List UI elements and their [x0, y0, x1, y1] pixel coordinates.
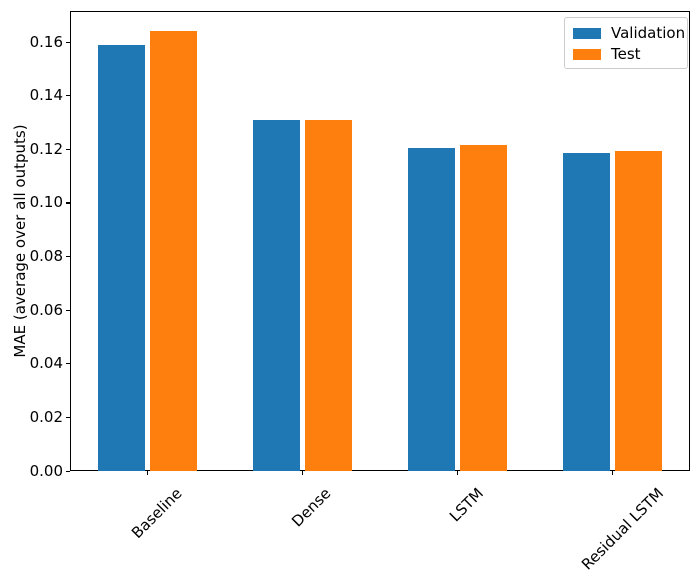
legend: Validation Test	[564, 17, 688, 69]
x-tick-label-lstm: LSTM	[445, 484, 487, 526]
y-tick-label: 0.14	[29, 86, 63, 105]
x-tick-mark	[302, 471, 304, 475]
bar-test-dense	[305, 119, 352, 471]
y-tick-mark	[66, 148, 70, 150]
y-tick-mark	[66, 95, 70, 97]
y-axis-label: MAE (average over all outputs)	[11, 124, 29, 358]
y-tick-label: 0.10	[29, 193, 63, 212]
legend-label-test: Test	[611, 45, 641, 63]
x-tick-label-baseline: Baseline	[127, 484, 186, 542]
legend-label-validation: Validation	[611, 24, 686, 42]
y-tick-label: 0.12	[29, 139, 63, 158]
y-tick-label: 0.08	[29, 247, 63, 266]
y-tick-label: 0.06	[29, 300, 63, 319]
y-tick-label: 0.16	[29, 32, 63, 51]
y-tick-mark	[66, 470, 70, 472]
y-tick-mark	[66, 363, 70, 365]
legend-swatch-test	[573, 48, 601, 60]
bar-validation-dense	[253, 119, 300, 471]
legend-entry-test: Test	[573, 46, 679, 62]
x-tick-label-dense: Dense	[288, 484, 335, 531]
bar-test-baseline	[150, 31, 197, 471]
y-tick-mark	[66, 416, 70, 419]
bar-test-residual-lstm	[615, 150, 662, 471]
bar-test-lstm	[460, 145, 507, 471]
x-tick-mark	[612, 471, 614, 475]
y-tick-mark	[66, 256, 70, 258]
y-tick-mark	[66, 202, 70, 204]
y-tick-mark	[66, 41, 70, 43]
x-tick-mark	[457, 471, 459, 475]
y-tick-mark	[66, 309, 70, 311]
x-tick-mark	[147, 471, 149, 475]
x-tick-label-residual-lstm: Residual LSTM	[577, 484, 668, 572]
bar-validation-residual-lstm	[563, 153, 610, 471]
y-tick-label: 0.02	[29, 407, 63, 426]
y-tick-label: 0.00	[29, 461, 63, 480]
bar-validation-baseline	[98, 44, 145, 471]
legend-entry-validation: Validation	[573, 25, 685, 41]
legend-swatch-validation	[573, 27, 601, 39]
y-tick-label: 0.04	[29, 354, 63, 373]
bar-validation-lstm	[408, 147, 455, 471]
